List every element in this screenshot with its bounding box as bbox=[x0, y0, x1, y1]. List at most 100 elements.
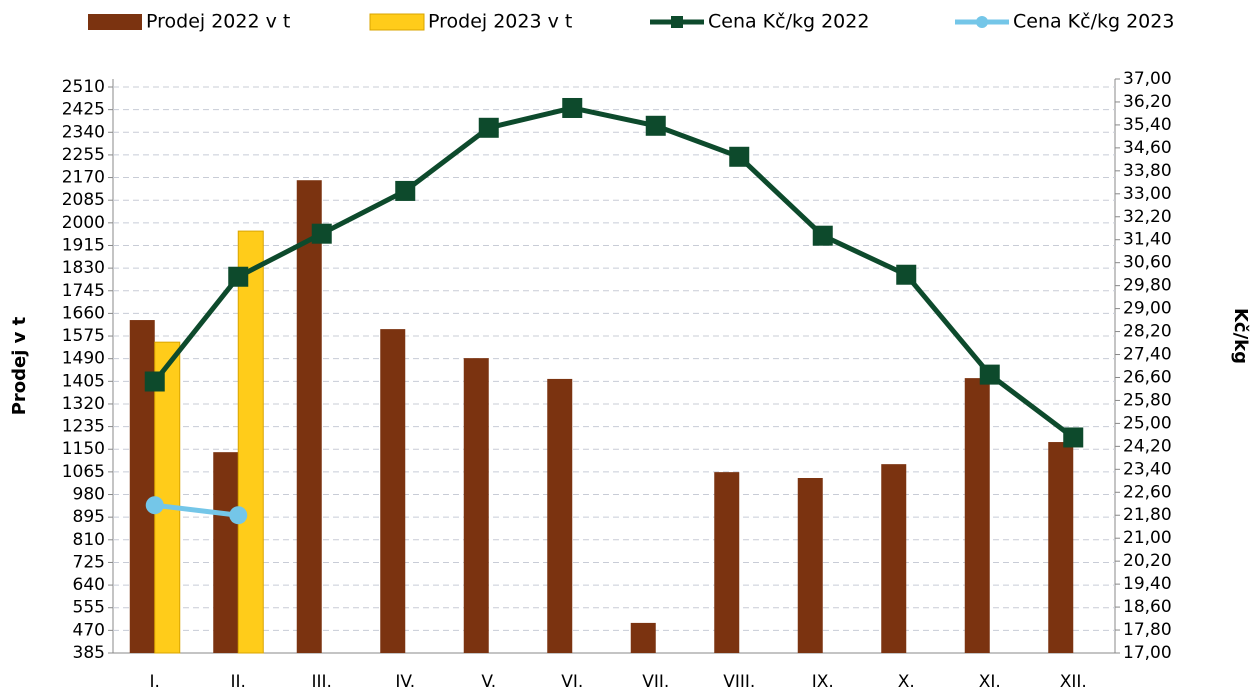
bar bbox=[1048, 442, 1074, 653]
line-marker bbox=[145, 496, 164, 515]
bar bbox=[237, 230, 264, 654]
y-tick-label: 810 bbox=[73, 530, 105, 550]
legend-label: Cena Kč/kg 2023 bbox=[1013, 11, 1174, 33]
y-tick-label: 895 bbox=[73, 507, 105, 527]
bar bbox=[296, 180, 322, 654]
bar bbox=[129, 320, 155, 653]
y2-tick-label: 20,20 bbox=[1123, 551, 1172, 571]
y-tick-label: 2255 bbox=[62, 145, 105, 165]
y2-axis-label: Kč/kg bbox=[1230, 308, 1251, 364]
y-tick-label: 1915 bbox=[62, 235, 105, 255]
y2-tick-label: 30,60 bbox=[1123, 253, 1172, 273]
x-tick-label: VI. bbox=[561, 672, 583, 690]
y2-tick-label: 26,60 bbox=[1123, 367, 1172, 387]
y-tick-label: 555 bbox=[73, 598, 105, 618]
y2-tick-label: 29,00 bbox=[1123, 299, 1172, 319]
y2-tick-label: 33,80 bbox=[1123, 161, 1172, 181]
x-tick-label: XII. bbox=[1060, 672, 1087, 690]
y2-tick-label: 31,40 bbox=[1123, 230, 1172, 250]
y2-tick-label: 18,60 bbox=[1123, 597, 1172, 617]
bar bbox=[964, 378, 990, 653]
y-tick-label: 725 bbox=[73, 552, 105, 572]
y-tick-label: 2425 bbox=[62, 100, 105, 120]
bar bbox=[213, 452, 239, 653]
y-tick-label: 2085 bbox=[62, 190, 105, 210]
y-tick-label: 1490 bbox=[62, 349, 105, 369]
y-tick-label: 2340 bbox=[62, 122, 105, 142]
bar bbox=[714, 472, 740, 653]
x-tick-label: IX. bbox=[812, 672, 834, 690]
y-tick-label: 2000 bbox=[62, 213, 105, 233]
y-tick-label: 640 bbox=[73, 575, 105, 595]
legend-label: Prodej 2023 v t bbox=[428, 11, 572, 33]
line-marker bbox=[478, 117, 499, 138]
y-tick-label: 1150 bbox=[62, 439, 105, 459]
y-tick-label: 980 bbox=[73, 485, 105, 505]
y2-tick-label: 33,00 bbox=[1123, 184, 1172, 204]
line-marker bbox=[144, 371, 165, 392]
line-marker bbox=[228, 266, 249, 287]
y-tick-label: 1320 bbox=[62, 394, 105, 414]
legend-label: Prodej 2022 v t bbox=[146, 11, 290, 33]
y-tick-label: 1830 bbox=[62, 258, 105, 278]
y2-tick-label: 25,00 bbox=[1123, 413, 1172, 433]
line-marker bbox=[896, 264, 917, 285]
y-tick-label: 1745 bbox=[62, 281, 105, 301]
x-tick-label: II. bbox=[231, 672, 246, 690]
y-tick-label: 1575 bbox=[62, 326, 105, 346]
y2-tick-label: 22,60 bbox=[1123, 482, 1172, 502]
x-tick-label: III. bbox=[312, 672, 332, 690]
legend-swatch bbox=[88, 14, 142, 30]
y2-tick-label: 17,80 bbox=[1123, 620, 1172, 640]
y2-tick-label: 29,80 bbox=[1123, 276, 1172, 296]
y-tick-label: 1235 bbox=[62, 417, 105, 437]
line-marker bbox=[1063, 427, 1084, 448]
legend-marker bbox=[976, 16, 988, 28]
x-tick-label: VII. bbox=[642, 672, 669, 690]
legend-marker bbox=[671, 16, 683, 28]
y2-tick-label: 35,40 bbox=[1123, 115, 1172, 135]
bar bbox=[797, 478, 823, 653]
line-marker bbox=[729, 146, 750, 167]
y2-tick-label: 34,60 bbox=[1123, 138, 1172, 158]
x-tick-label: IV. bbox=[395, 672, 415, 690]
legend-label: Cena Kč/kg 2022 bbox=[708, 11, 869, 33]
line bbox=[154, 502, 239, 518]
x-tick-label: X. bbox=[898, 672, 915, 690]
x-tick-label: V. bbox=[481, 672, 496, 690]
y-tick-label: 385 bbox=[73, 643, 105, 663]
y2-tick-label: 25,80 bbox=[1123, 390, 1172, 410]
line-marker bbox=[311, 223, 332, 244]
bar bbox=[881, 464, 907, 653]
bar bbox=[630, 622, 656, 653]
line-marker bbox=[812, 225, 833, 246]
y-axis-label: Prodej v t bbox=[9, 316, 30, 415]
line-marker bbox=[229, 506, 248, 525]
line-marker bbox=[645, 115, 666, 136]
y2-tick-label: 27,40 bbox=[1123, 345, 1172, 365]
line-marker bbox=[395, 180, 416, 201]
line-marker bbox=[562, 97, 583, 118]
x-tick-label: I. bbox=[150, 672, 160, 690]
y2-tick-label: 28,20 bbox=[1123, 322, 1172, 342]
line bbox=[152, 105, 1075, 440]
bar bbox=[547, 378, 573, 653]
y2-tick-label: 24,20 bbox=[1123, 436, 1172, 456]
x-tick-label: VIII. bbox=[723, 672, 755, 690]
y2-tick-label: 17,00 bbox=[1123, 643, 1172, 663]
legend-swatch bbox=[369, 13, 425, 31]
y2-tick-label: 36,20 bbox=[1123, 92, 1172, 112]
bar bbox=[380, 329, 406, 653]
line-marker bbox=[979, 364, 1000, 385]
y-tick-label: 1065 bbox=[62, 462, 105, 482]
y-tick-label: 470 bbox=[73, 620, 105, 640]
y2-tick-label: 23,40 bbox=[1123, 459, 1172, 479]
y-tick-label: 2510 bbox=[62, 77, 105, 97]
y-tick-label: 1405 bbox=[62, 371, 105, 391]
y2-tick-label: 21,80 bbox=[1123, 505, 1172, 525]
y-tick-label: 1660 bbox=[62, 303, 105, 323]
y2-tick-label: 37,00 bbox=[1123, 69, 1172, 89]
bar bbox=[463, 358, 489, 653]
y2-tick-label: 19,40 bbox=[1123, 574, 1172, 594]
